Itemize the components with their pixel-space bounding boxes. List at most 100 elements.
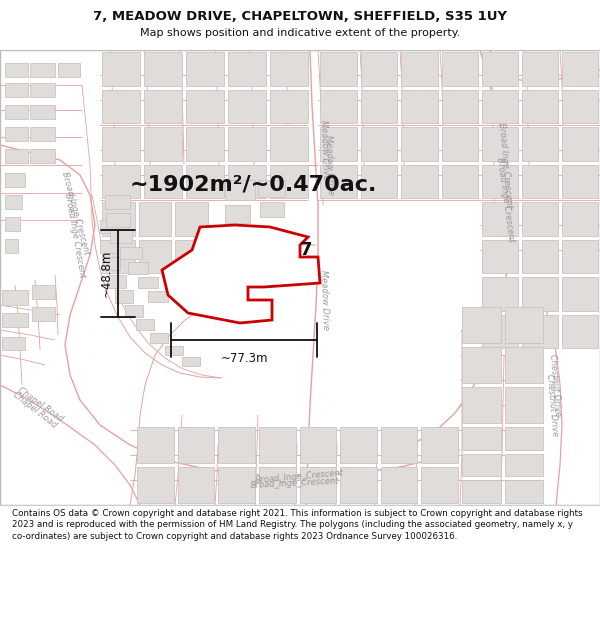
Text: Chestnut Drive: Chestnut Drive: [545, 373, 559, 437]
Polygon shape: [102, 89, 140, 123]
Polygon shape: [5, 239, 18, 253]
Text: ~1902m²/~0.470ac.: ~1902m²/~0.470ac.: [130, 175, 377, 195]
Polygon shape: [259, 427, 296, 463]
Polygon shape: [144, 52, 182, 86]
Polygon shape: [108, 275, 126, 288]
Polygon shape: [505, 387, 543, 423]
Polygon shape: [462, 481, 500, 503]
Polygon shape: [270, 127, 308, 161]
Polygon shape: [225, 180, 255, 200]
Polygon shape: [505, 454, 543, 476]
Polygon shape: [144, 89, 182, 123]
Polygon shape: [259, 467, 296, 503]
Polygon shape: [442, 52, 478, 86]
Polygon shape: [421, 427, 458, 463]
Polygon shape: [139, 239, 172, 273]
Polygon shape: [110, 230, 132, 243]
Polygon shape: [30, 83, 55, 97]
Polygon shape: [562, 127, 598, 161]
Polygon shape: [175, 202, 208, 236]
Polygon shape: [102, 127, 140, 161]
Text: 7, MEADOW DRIVE, CHAPELTOWN, SHEFFIELD, S35 1UY: 7, MEADOW DRIVE, CHAPELTOWN, SHEFFIELD, …: [93, 10, 507, 23]
Polygon shape: [137, 427, 173, 463]
Polygon shape: [381, 427, 418, 463]
Polygon shape: [30, 149, 55, 163]
Polygon shape: [381, 467, 418, 503]
Polygon shape: [505, 307, 543, 343]
Polygon shape: [186, 52, 224, 86]
Text: Broad Inge Crescent: Broad Inge Crescent: [59, 171, 91, 256]
Polygon shape: [320, 164, 356, 198]
Text: Broad Inge Crescent: Broad Inge Crescent: [63, 192, 87, 278]
Polygon shape: [30, 63, 55, 77]
Polygon shape: [522, 277, 558, 311]
Polygon shape: [522, 52, 558, 86]
Polygon shape: [139, 202, 172, 236]
Polygon shape: [522, 314, 558, 348]
Polygon shape: [100, 220, 120, 233]
Text: Broad_Inge_Crescent: Broad_Inge_Crescent: [250, 476, 340, 490]
Polygon shape: [562, 314, 598, 348]
Polygon shape: [186, 127, 224, 161]
Polygon shape: [5, 105, 28, 119]
Polygon shape: [102, 164, 140, 198]
Polygon shape: [30, 127, 55, 141]
Polygon shape: [562, 202, 598, 236]
Polygon shape: [5, 217, 20, 231]
Polygon shape: [260, 202, 284, 217]
Text: Meadow Drive: Meadow Drive: [325, 135, 335, 195]
Polygon shape: [522, 202, 558, 236]
Polygon shape: [401, 89, 437, 123]
Text: Chestnut Drive: Chestnut Drive: [548, 353, 562, 417]
Polygon shape: [5, 173, 25, 187]
Polygon shape: [482, 239, 518, 273]
Polygon shape: [32, 285, 55, 299]
Polygon shape: [299, 427, 336, 463]
Polygon shape: [562, 164, 598, 198]
Polygon shape: [258, 180, 285, 197]
Polygon shape: [361, 127, 397, 161]
Polygon shape: [482, 164, 518, 198]
Polygon shape: [361, 89, 397, 123]
Polygon shape: [320, 52, 356, 86]
Polygon shape: [186, 164, 224, 198]
Polygon shape: [2, 313, 28, 327]
Polygon shape: [178, 427, 214, 463]
Polygon shape: [228, 127, 266, 161]
Polygon shape: [138, 277, 158, 288]
Polygon shape: [340, 427, 377, 463]
Polygon shape: [5, 63, 28, 77]
Polygon shape: [482, 89, 518, 123]
Polygon shape: [128, 262, 148, 274]
Polygon shape: [505, 427, 543, 449]
Polygon shape: [562, 89, 598, 123]
Text: Chapel Road: Chapel Road: [11, 390, 59, 430]
Polygon shape: [361, 52, 397, 86]
Text: Contains OS data © Crown copyright and database right 2021. This information is : Contains OS data © Crown copyright and d…: [12, 509, 583, 541]
Polygon shape: [522, 239, 558, 273]
Polygon shape: [2, 290, 28, 305]
Polygon shape: [225, 205, 250, 223]
Polygon shape: [482, 127, 518, 161]
Polygon shape: [165, 346, 183, 355]
Text: Meadow Drive: Meadow Drive: [319, 120, 331, 180]
Text: ~77.3m: ~77.3m: [220, 352, 268, 365]
Polygon shape: [401, 52, 437, 86]
Polygon shape: [102, 52, 140, 86]
Polygon shape: [340, 467, 377, 503]
Polygon shape: [462, 387, 500, 423]
Polygon shape: [102, 202, 134, 236]
Polygon shape: [299, 467, 336, 503]
Polygon shape: [106, 213, 130, 227]
Polygon shape: [482, 202, 518, 236]
Polygon shape: [162, 225, 320, 323]
Polygon shape: [178, 467, 214, 503]
Polygon shape: [100, 240, 118, 253]
Polygon shape: [5, 149, 28, 163]
Polygon shape: [401, 164, 437, 198]
Polygon shape: [218, 427, 255, 463]
Polygon shape: [462, 307, 500, 343]
Polygon shape: [58, 63, 80, 77]
Polygon shape: [144, 127, 182, 161]
Polygon shape: [401, 127, 437, 161]
